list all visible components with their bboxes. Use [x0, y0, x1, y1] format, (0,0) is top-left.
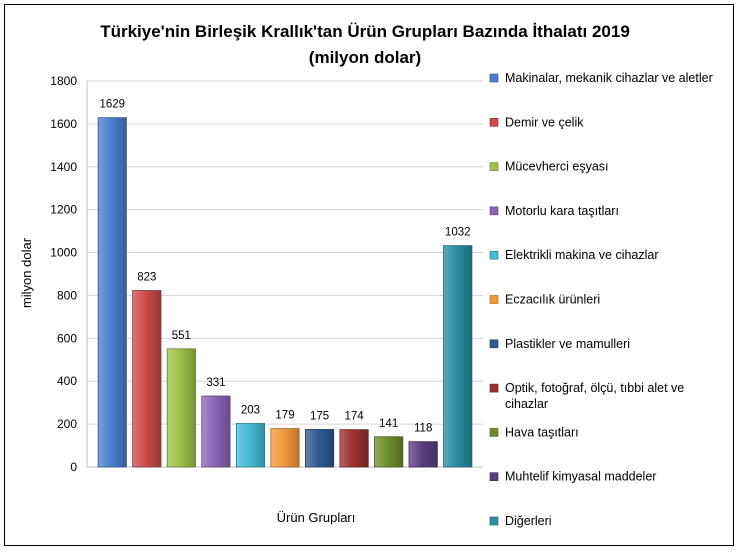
data-label: 1032: [445, 227, 471, 239]
data-label: 179: [275, 410, 294, 422]
bar: [408, 441, 438, 468]
data-label: 551: [172, 330, 191, 342]
bar: [201, 395, 231, 468]
bar: [304, 429, 335, 468]
legend-swatch: [489, 428, 499, 437]
bar: [443, 245, 473, 468]
legend-label: Demir ve çelik: [505, 115, 584, 129]
y-tick-label: 200: [57, 417, 77, 431]
bar: [270, 428, 300, 468]
chart-subtitle: (milyon dolar): [309, 48, 421, 67]
legend-label: Elektrikli makina ve cihazlar: [505, 248, 659, 262]
legend-swatch: [489, 162, 499, 171]
y-tick-label: 1200: [50, 203, 77, 217]
data-label: 331: [206, 377, 225, 389]
chart-title: Türkiye'nin Birleşik Krallık'tan Ürün Gr…: [100, 22, 630, 41]
bar-chart: Türkiye'nin Birleşik Krallık'tan Ürün Gr…: [19, 22, 713, 528]
data-label: 174: [344, 411, 364, 423]
data-label: 118: [414, 423, 432, 435]
legend-swatch: [489, 118, 499, 127]
legend-swatch: [489, 516, 499, 526]
legend-swatch: [489, 250, 499, 260]
y-tick-label: 1000: [50, 246, 77, 260]
y-tick-label: 0: [70, 460, 77, 474]
bar: [166, 348, 196, 468]
legend-label: Optik, fotoğraf, ölçü, tıbbi alet ve: [505, 381, 684, 395]
data-label: 141: [379, 418, 398, 430]
legend-swatch: [489, 472, 499, 482]
data-label: 203: [241, 404, 260, 416]
y-tick-label: 400: [57, 374, 77, 388]
legend-label: Diğerleri: [505, 514, 552, 528]
bar: [339, 429, 369, 468]
legend-label: Muhtelif kimyasal maddeler: [505, 470, 656, 484]
chart-frame: Türkiye'nin Birleşik Krallık'tan Ürün Gr…: [4, 4, 734, 546]
y-tick-label: 1400: [50, 160, 77, 174]
legend-label: Mücevherci eşyası: [505, 160, 609, 174]
legend-swatch: [489, 339, 499, 349]
legend-label: Hava taşıtları: [505, 425, 579, 439]
y-tick-label: 1800: [50, 74, 77, 88]
bar: [132, 290, 162, 468]
bar: [374, 436, 404, 468]
y-tick-label: 1600: [50, 117, 77, 131]
bar: [235, 423, 266, 468]
legend-swatch: [489, 206, 499, 216]
data-label: 823: [137, 272, 156, 284]
y-axis-title: milyon dolar: [19, 237, 34, 308]
legend-swatch: [489, 73, 499, 83]
data-label: 1629: [99, 99, 125, 111]
data-label: 175: [310, 410, 329, 422]
legend-label: cihazlar: [505, 397, 548, 411]
legend-swatch: [489, 383, 499, 393]
y-tick-label: 800: [57, 288, 77, 302]
y-tick-label: 600: [57, 331, 77, 345]
legend-label: Motorlu kara taşıtları: [505, 204, 619, 218]
bar: [97, 117, 127, 468]
legend-label: Makinalar, mekanik cihazlar ve aletler: [505, 71, 713, 85]
legend-swatch: [489, 295, 499, 304]
legend-label: Plastikler ve mamulleri: [505, 337, 630, 351]
x-axis-title: Ürün Grupları: [277, 510, 356, 525]
legend-label: Eczacılık ürünleri: [505, 293, 600, 307]
